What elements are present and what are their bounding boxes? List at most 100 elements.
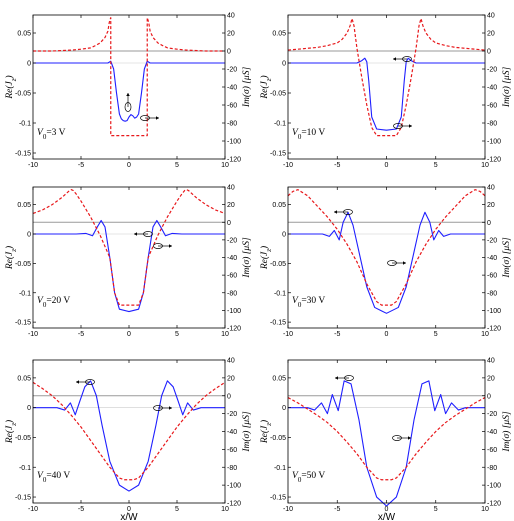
x-tick-label: -10 — [28, 506, 38, 513]
y-left-tick-label: 0 — [27, 61, 31, 68]
x-tick-label: 5 — [175, 506, 179, 513]
y-left-tick-label: -0.1 — [274, 290, 286, 297]
panel-5: -10 -5 0 5 10 0.05 0 -0.05 -0.1 -0.15 40 20 0 -20 -40 -… — [4, 358, 252, 521]
plot-frame — [287, 359, 486, 504]
y-left-tick-label: 0.05 — [17, 202, 31, 209]
y-right-tick-label: 40 — [487, 13, 495, 20]
y-right-tick-label: -20 — [487, 237, 497, 244]
y-left-tick-label: 0 — [27, 232, 31, 239]
y-right-tick-label: 20 — [227, 202, 235, 209]
y-right-tick-label: -80 — [227, 121, 237, 128]
y-right-tick-label: 0 — [487, 49, 491, 56]
y-right-tick-label: -20 — [227, 411, 237, 418]
y-left-axis-title: Re(Jz) — [259, 246, 273, 270]
y-left-axis-title: Re(Jz) — [259, 75, 273, 99]
im-sigma-curve — [287, 18, 486, 137]
y-right-tick-label: -80 — [487, 465, 497, 472]
im-sigma-curve — [32, 381, 226, 481]
x-tick-label: -5 — [334, 331, 340, 338]
axis-marker-arrowhead — [403, 261, 406, 265]
y-left-tick-label: -0.15 — [270, 320, 286, 327]
y-right-tick-label: 40 — [227, 13, 235, 20]
y-left-tick-label: -0.1 — [274, 465, 286, 472]
y-left-tick-label: 0 — [282, 61, 286, 68]
y-right-tick-label: -80 — [487, 121, 497, 128]
x-tick-label: 0 — [127, 162, 131, 169]
axis-marker-arrowhead — [156, 116, 159, 120]
y-left-tick-label: -0.05 — [270, 91, 286, 98]
re-jz-curve — [288, 380, 485, 507]
panel-4: -10 -5 0 5 10 0.05 0 -0.05 -0.1 -0.15 40 20 0 -20 -40 -… — [259, 185, 512, 339]
y-left-tick-label: -0.05 — [270, 261, 286, 268]
im-sigma-curve — [32, 189, 226, 306]
y-left-tick-label: -0.05 — [270, 435, 286, 442]
y-left-tick-label: -0.15 — [15, 320, 31, 327]
re-jz-curve — [288, 211, 485, 314]
y-left-tick-label: 0.05 — [272, 31, 286, 38]
x-tick-label: -5 — [78, 162, 84, 169]
axis-marker-arrowhead — [334, 210, 337, 214]
y-left-tick-label: -0.1 — [274, 121, 286, 128]
y-right-tick-label: -40 — [227, 429, 237, 436]
y-left-tick-label: -0.05 — [15, 91, 31, 98]
y-right-axis-title: Im(σ) [μS] — [241, 237, 252, 279]
x-tick-label: -5 — [78, 506, 84, 513]
y-left-tick-label: -0.15 — [270, 151, 286, 158]
y-right-axis-title: Im(σ) [μS] — [501, 411, 512, 453]
re-jz-curve — [33, 60, 225, 122]
x-axis-title: x/W — [120, 512, 138, 521]
y-right-tick-label: 20 — [487, 31, 495, 38]
y-left-tick-label: -0.05 — [15, 261, 31, 268]
axis-marker-arrowhead — [169, 406, 172, 410]
y-right-tick-label: -60 — [487, 273, 497, 280]
y-right-axis-title: Im(σ) [μS] — [241, 67, 252, 109]
x-tick-label: 10 — [481, 162, 489, 169]
x-tick-label: -10 — [283, 506, 293, 513]
x-tick-label: 5 — [175, 162, 179, 169]
x-tick-label: -5 — [334, 162, 340, 169]
y-right-tick-label: -80 — [227, 290, 237, 297]
x-tick-label: -10 — [28, 331, 38, 338]
panel-1: -10 -5 0 5 10 0.05 0 -0.05 -0.1 -0.15 40 20 0 -20 -40 -… — [4, 13, 252, 170]
y-right-tick-label: -60 — [227, 103, 237, 110]
y-left-tick-label: -0.05 — [15, 435, 31, 442]
axis-marker-arrowhead — [169, 244, 172, 248]
y-right-tick-label: -120 — [487, 157, 501, 164]
y-right-tick-label: -100 — [487, 483, 501, 490]
y-left-axis-title: Re(Jz) — [4, 420, 18, 444]
y-right-tick-label: -60 — [487, 447, 497, 454]
y-right-tick-label: -40 — [487, 255, 497, 262]
plot-frame — [287, 186, 486, 329]
y-right-tick-label: 20 — [487, 202, 495, 209]
x-tick-label: 10 — [481, 506, 489, 513]
x-tick-label: 10 — [221, 162, 229, 169]
y-left-tick-label: 0.05 — [272, 202, 286, 209]
plot-frame — [32, 359, 226, 504]
y-left-tick-label: 0 — [27, 405, 31, 412]
x-tick-label: 10 — [481, 331, 489, 338]
y-left-tick-label: 0 — [282, 232, 286, 239]
x-tick-label: 10 — [221, 506, 229, 513]
axis-marker-arrowhead — [408, 436, 411, 440]
panel-6: -10 -5 0 5 10 0.05 0 -0.05 -0.1 -0.15 40 20 0 -20 -40 -… — [259, 358, 512, 521]
y-right-tick-label: 0 — [227, 49, 231, 56]
x-tick-label: 5 — [175, 331, 179, 338]
y-left-tick-label: -0.1 — [19, 465, 31, 472]
y-right-tick-label: -100 — [487, 308, 501, 315]
axis-marker-arrowhead — [134, 232, 137, 236]
y-left-tick-label: -0.15 — [15, 495, 31, 502]
x-tick-label: 0 — [127, 506, 131, 513]
axis-marker-arrowhead — [409, 124, 412, 128]
x-tick-label: 5 — [434, 162, 438, 169]
x-tick-label: -5 — [78, 331, 84, 338]
y-right-tick-label: -80 — [227, 465, 237, 472]
x-tick-label: 0 — [385, 506, 389, 513]
panel-voltage-label: V0=20 V — [37, 296, 70, 309]
y-left-tick-label: 0.05 — [272, 375, 286, 382]
y-left-axis-title: Re(Jz) — [4, 75, 18, 99]
y-left-tick-label: -0.15 — [270, 495, 286, 502]
y-right-tick-label: -60 — [227, 273, 237, 280]
y-right-tick-label: -120 — [227, 326, 241, 333]
x-tick-label: -5 — [334, 506, 340, 513]
panel-voltage-label: V0=50 V — [292, 471, 325, 484]
